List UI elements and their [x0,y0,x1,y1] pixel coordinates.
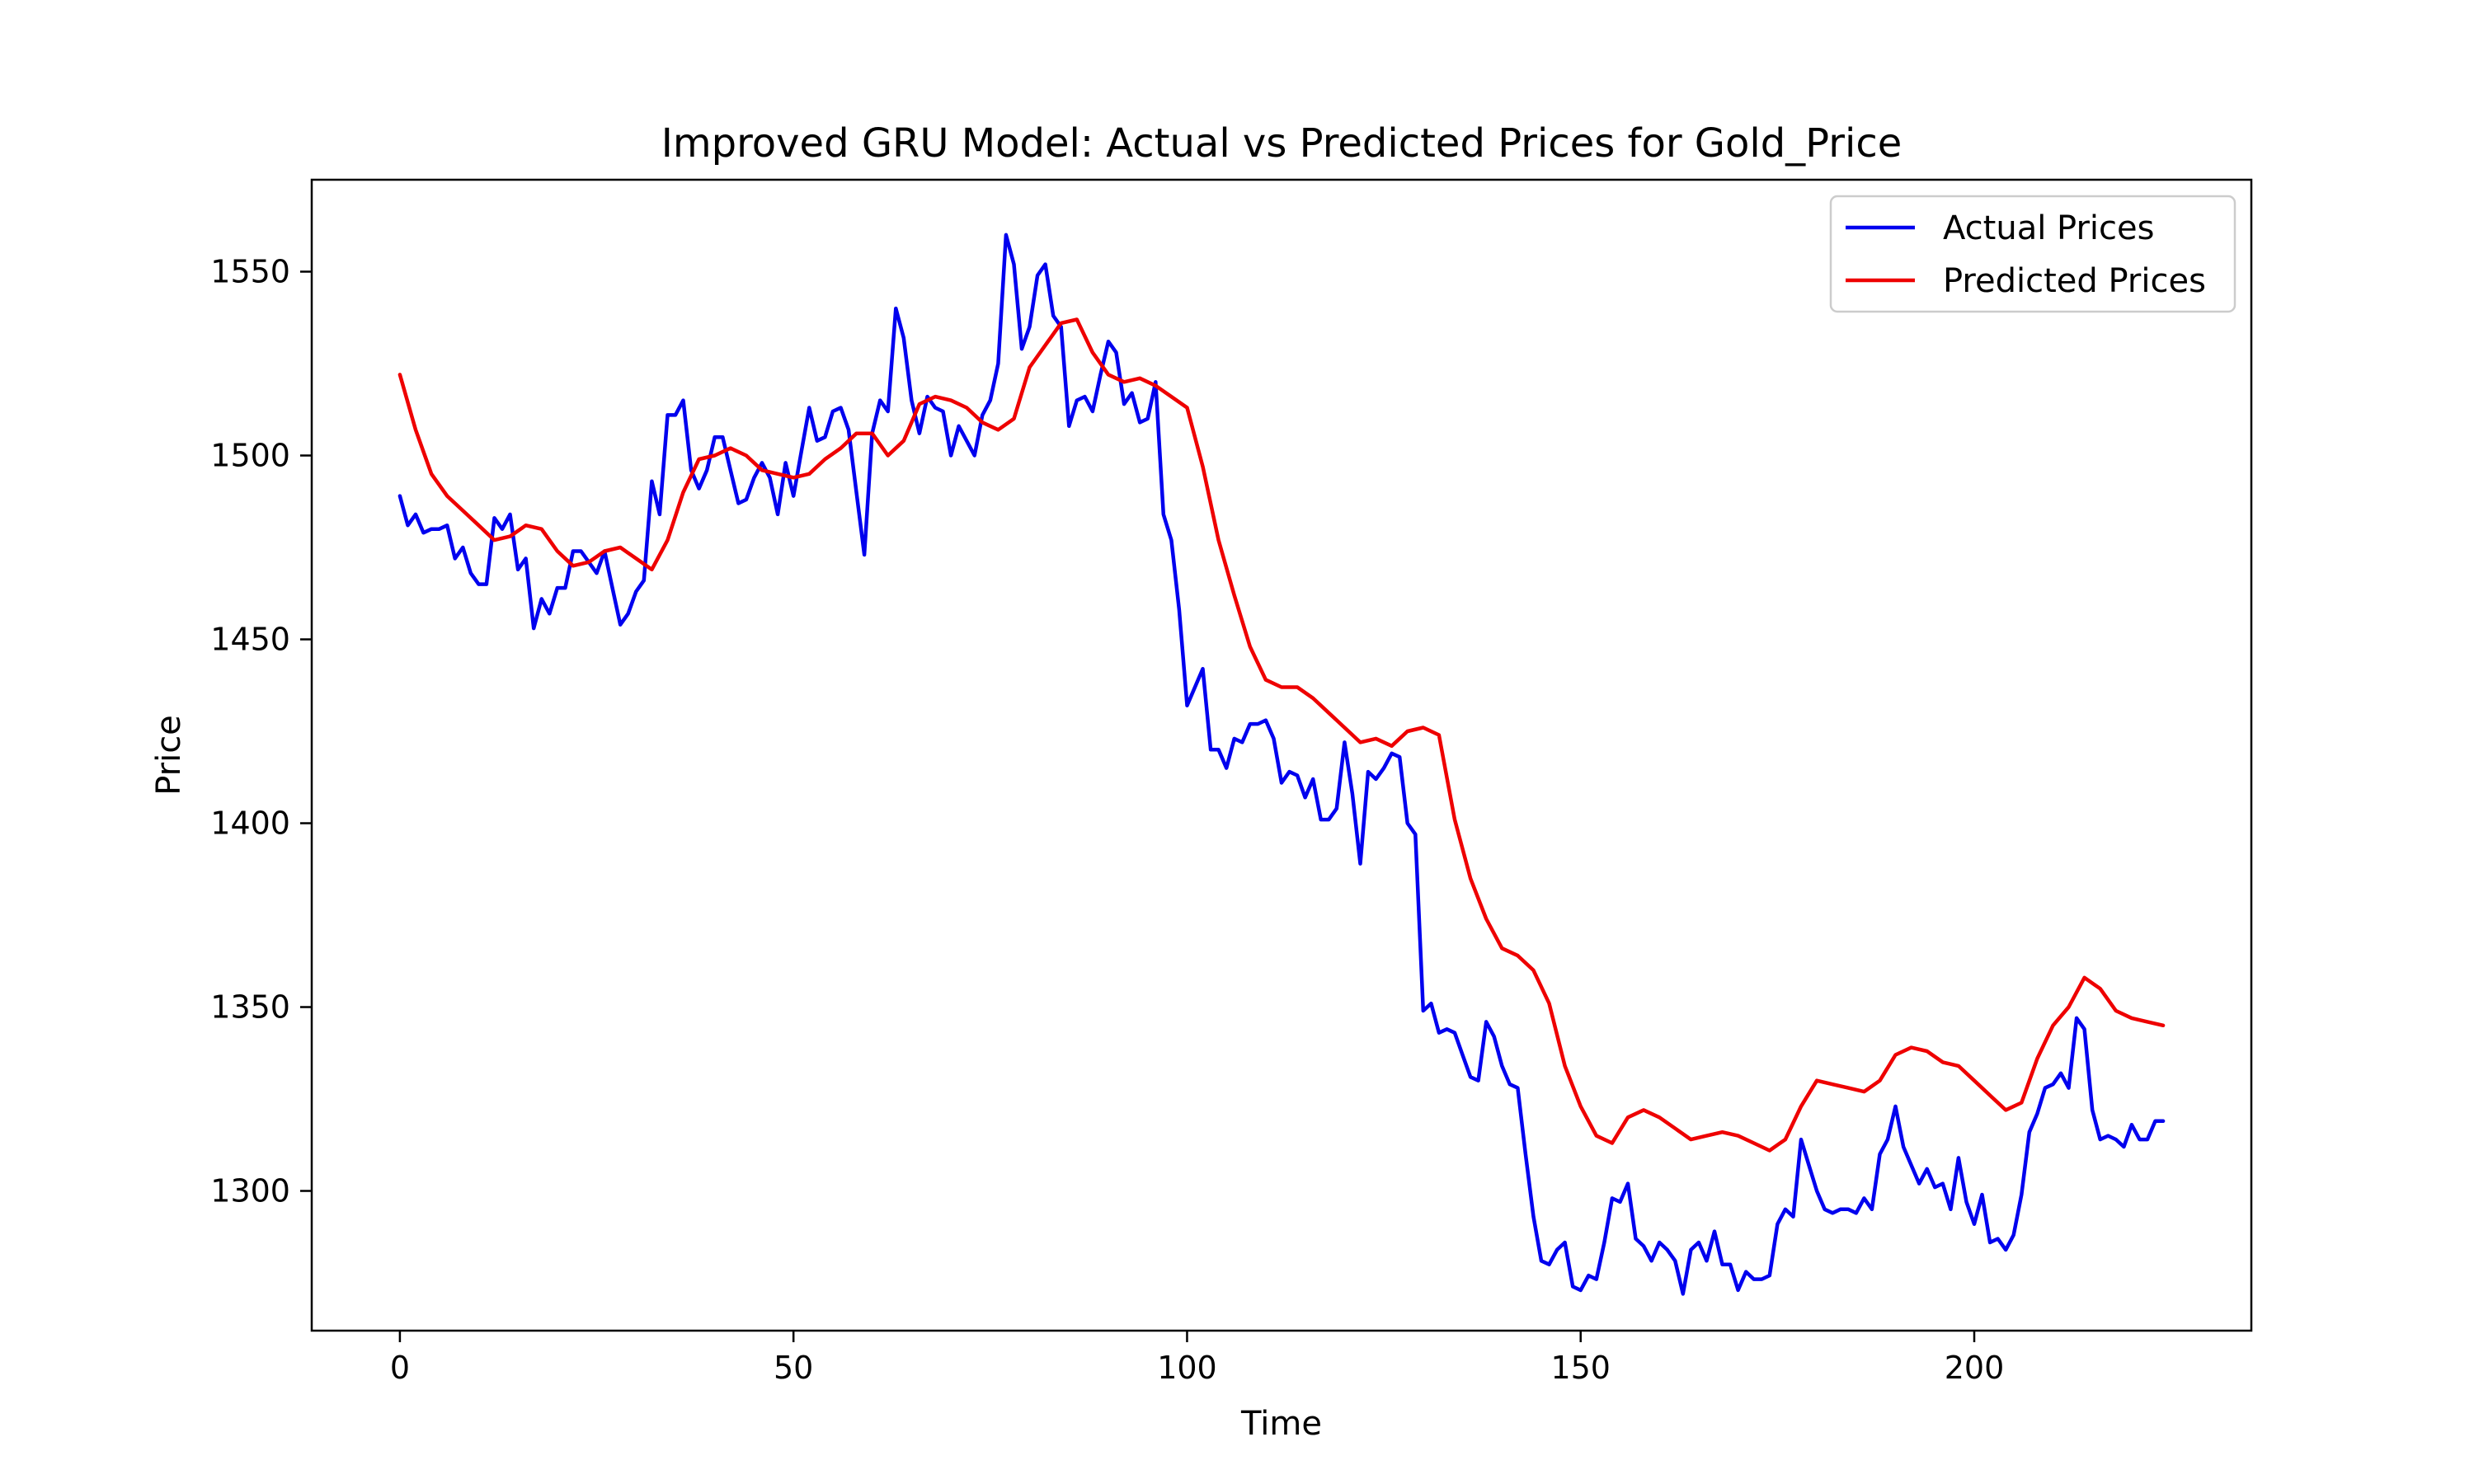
x-axis: 0 50 100 150 200 [390,1331,2004,1386]
y-axis: 1300 1350 1400 1450 1500 1550 [210,254,312,1209]
y-tick-label: 1350 [210,989,290,1026]
legend-box [1829,195,2236,313]
chart-title: Improved GRU Model: Actual vs Predicted … [661,120,1903,167]
x-tick-label: 150 [1550,1350,1611,1386]
x-axis-label: Time [1240,1405,1322,1443]
x-tick-label: 100 [1157,1350,1217,1386]
y-tick-label: 1450 [210,622,290,658]
series-layer [397,232,2166,1296]
x-tick-label: 200 [1945,1350,2005,1386]
series-line-predicted-prices [397,317,2166,1153]
legend-label: Predicted Prices [1943,262,2206,300]
legend: Actual Prices Predicted Prices [1829,195,2236,313]
series-line-actual-prices [397,232,2166,1296]
y-tick-label: 1500 [210,438,290,474]
y-tick-label: 1300 [210,1173,290,1209]
y-tick-label: 1550 [210,254,290,290]
x-tick-label: 50 [774,1350,813,1386]
legend-label: Actual Prices [1943,209,2154,247]
plot-area-frame [310,178,2253,1332]
x-tick-label: 0 [390,1350,410,1386]
y-tick-label: 1400 [210,805,290,842]
y-axis-label: Price [150,715,188,796]
